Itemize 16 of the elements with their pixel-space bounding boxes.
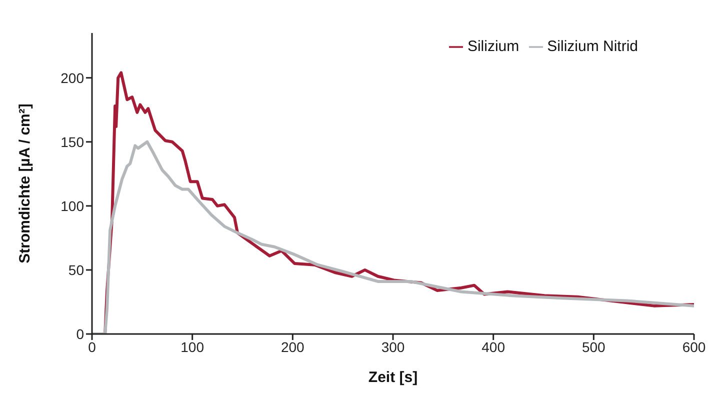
x-axis-title: Zeit [s] [368,369,418,386]
y-tick-label: 150 [60,134,84,150]
x-tick-label: 500 [582,338,606,355]
x-tick-label: 0 [88,338,96,355]
y-tick-label: 100 [60,198,84,214]
x-tick-label: 400 [482,338,506,355]
legend-label: Silizium [467,38,520,55]
legend-label: Silizium Nitrid [547,38,638,55]
y-axis-title: Stromdichte [µA / cm²] [16,104,34,264]
x-tick-label: 200 [280,338,305,355]
x-tick-label: 600 [682,338,706,355]
y-tick-label: 50 [68,262,84,278]
y-tick-label: 0 [76,326,84,342]
x-tick-label: 300 [381,338,405,355]
y-tick-label: 200 [60,70,84,86]
x-tick-label: 100 [180,338,204,355]
